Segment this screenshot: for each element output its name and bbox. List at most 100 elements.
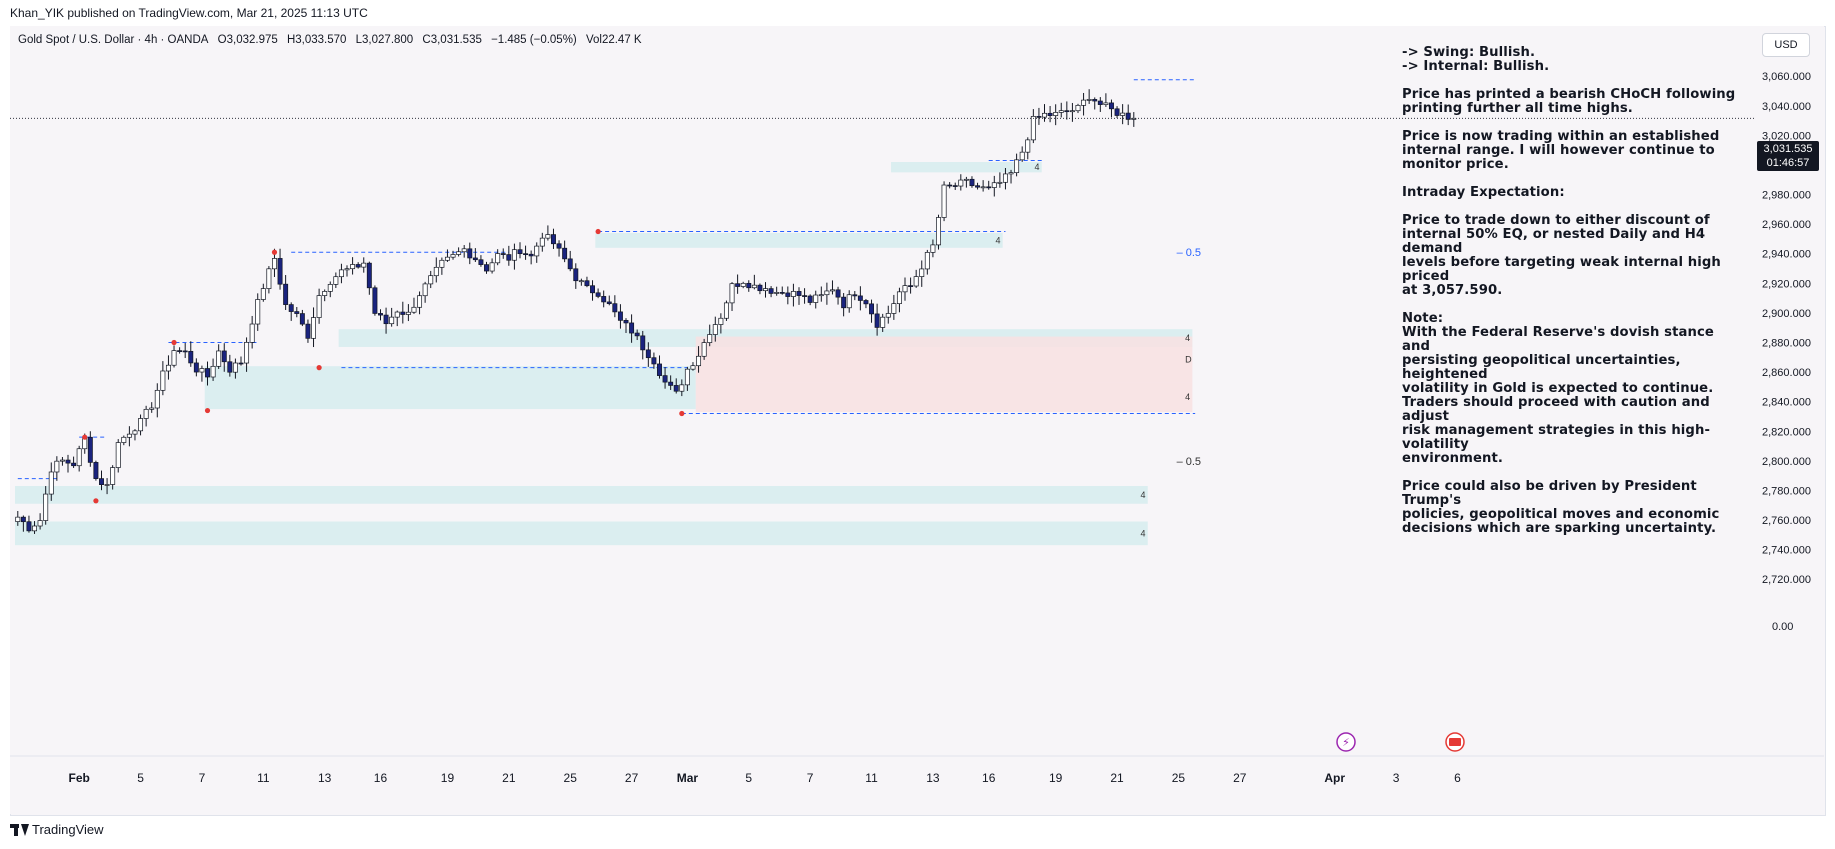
candle-body [255,299,261,325]
symbol-label[interactable]: Gold Spot / U.S. Dollar · 4h · OANDA [18,34,209,46]
candle-body [813,294,819,303]
candle-body [997,181,1003,184]
x-tick-label: 11 [865,771,878,785]
candle-body [941,184,947,218]
tradingview-footer[interactable]: TradingView [10,822,104,837]
candle-body [1014,159,1020,173]
candle-body [37,520,43,527]
candle-body [768,288,774,294]
demand-zone [891,162,1042,173]
zone-label: D [1185,355,1192,365]
candle-body [1131,117,1137,120]
lightning-event-circle [1336,732,1356,752]
candle-body [305,323,311,339]
x-tick-label: 16 [982,771,996,785]
candle-body [366,262,372,289]
candle-body [668,381,674,386]
y-tick-label: 2,880.000 [1762,337,1811,349]
y-tick-label: 2,900.000 [1762,308,1811,320]
x-tick-label: 11 [257,771,270,785]
candle-body [422,283,428,297]
candle-body [338,269,344,278]
candle-body [316,295,322,318]
candle-body [852,294,858,297]
candle-body [115,442,121,468]
x-tick-label: 3 [1393,771,1400,785]
candle-body [807,295,813,303]
y-tick-label: 2,780.000 [1762,485,1811,497]
candle-body [1030,116,1036,141]
candle-body [913,276,919,287]
x-tick-label: 21 [1110,771,1124,785]
candle-body [924,252,930,270]
publisher-line: Khan_YIK published on TradingView.com, M… [10,6,368,20]
candlestick-chart[interactable]: 4 4 4 4 4 D 4 – 0.5 – 0.5 3,060.000 3,040.000 3,020… [10,26,1824,814]
x-tick-label: 6 [1454,771,1461,785]
candle-body [411,306,417,313]
y-axis-zero-label: 0.00 [1772,621,1793,633]
candle-body [1114,108,1120,116]
flag-icon [1449,738,1461,746]
candle-body [634,332,640,337]
last-price-value: 3,031.535 [1763,143,1813,155]
candle-body [1042,112,1047,118]
y-tick-label: 2,940.000 [1762,249,1811,261]
candle-body [869,303,875,315]
high-value: H3,033.570 [286,34,347,46]
change-value: −1.485 (−0.05%) [491,34,577,46]
candle-body [227,361,233,373]
candle-body [818,294,824,297]
candle-body [210,365,216,378]
candle-body [199,368,205,373]
candle-body [361,262,367,268]
candle-body [1075,104,1081,112]
lightning-event-icon: ⚡ [1336,732,1356,752]
candle-body [277,258,283,285]
note-choch: Price has printed a bearish CHoCH follow… [1402,87,1736,116]
x-tick-label: 19 [441,771,455,785]
candle-body [238,362,244,365]
candle-body [790,291,796,297]
candle-body [378,313,383,316]
candle-body [439,259,445,268]
candle-body [394,311,400,318]
candle-body [729,283,735,304]
candle-body [952,185,958,187]
candle-body [461,248,467,253]
open-value: O3,032.975 [217,34,278,46]
demand-zone [15,521,1148,546]
candle-body [584,280,590,287]
candle-body [1069,110,1075,113]
candle-body [1047,112,1053,116]
candle-body [495,253,501,264]
candle-body [612,303,618,313]
candle-body [723,302,729,319]
candle-body [171,350,177,366]
candles-group [15,89,1137,534]
candle-body [640,335,646,351]
y-tick-label: 2,960.000 [1762,219,1811,231]
candle-body [718,317,724,325]
currency-selector[interactable]: USD [1762,33,1810,57]
candle-body [528,253,534,257]
candle-body [1058,110,1064,113]
candle-body [740,282,746,287]
candle-body [891,303,897,314]
candle-body [138,418,144,432]
candle-body [54,460,60,473]
candle-body [48,471,54,495]
candle-body [372,287,378,314]
candle-body [327,284,333,292]
zone-label: 4 [1185,392,1190,402]
candle-body [757,284,763,292]
zone-label: 4 [995,235,1000,245]
candle-body [1086,99,1092,101]
y-tick-label: 3,020.000 [1762,130,1811,142]
candle-body [841,296,847,309]
candle-body [947,184,953,187]
candle-body [712,324,718,335]
candle-body [517,249,523,255]
candle-body [1002,173,1008,183]
note-expectation: Price to trade down to either discount o… [1402,213,1721,298]
close-value: C3,031.535 [422,34,482,46]
